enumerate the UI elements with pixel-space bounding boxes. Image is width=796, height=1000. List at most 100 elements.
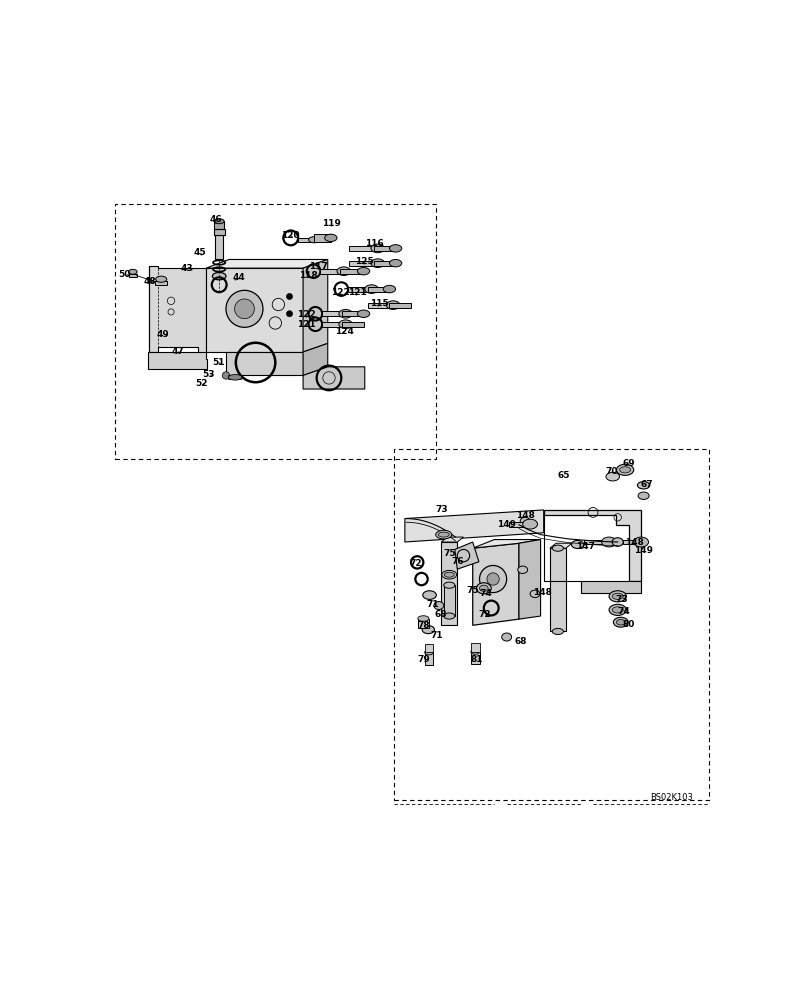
Ellipse shape: [612, 538, 623, 546]
Ellipse shape: [214, 219, 224, 224]
Polygon shape: [519, 540, 540, 619]
Text: 118: 118: [298, 271, 318, 280]
Text: 49: 49: [157, 330, 170, 339]
Polygon shape: [424, 644, 433, 652]
Ellipse shape: [434, 602, 443, 610]
Text: 116: 116: [365, 239, 384, 248]
Ellipse shape: [552, 628, 564, 635]
Text: 72: 72: [478, 610, 491, 619]
Text: 74: 74: [618, 607, 630, 616]
Text: 68: 68: [515, 637, 527, 646]
Ellipse shape: [443, 582, 455, 588]
Ellipse shape: [616, 464, 634, 475]
Ellipse shape: [309, 237, 320, 243]
Polygon shape: [303, 259, 328, 352]
Ellipse shape: [337, 267, 350, 276]
Polygon shape: [473, 540, 540, 548]
Polygon shape: [509, 522, 525, 527]
Polygon shape: [405, 510, 544, 542]
Ellipse shape: [523, 519, 537, 529]
Ellipse shape: [213, 272, 226, 280]
Ellipse shape: [552, 545, 564, 551]
Text: 148: 148: [517, 511, 536, 520]
Ellipse shape: [365, 285, 378, 293]
Ellipse shape: [371, 259, 384, 267]
Polygon shape: [455, 542, 479, 569]
Ellipse shape: [438, 532, 449, 537]
Polygon shape: [349, 246, 374, 251]
Text: 76: 76: [452, 557, 464, 566]
Polygon shape: [418, 619, 429, 628]
Ellipse shape: [609, 604, 626, 615]
Ellipse shape: [383, 285, 396, 293]
Polygon shape: [581, 581, 641, 593]
Ellipse shape: [619, 467, 630, 473]
Text: 47: 47: [172, 347, 185, 356]
Text: 122: 122: [297, 310, 316, 319]
Ellipse shape: [435, 530, 452, 539]
Circle shape: [226, 290, 263, 327]
Ellipse shape: [517, 566, 528, 573]
Polygon shape: [320, 269, 340, 274]
Circle shape: [287, 311, 293, 317]
Ellipse shape: [442, 570, 457, 579]
Text: 74: 74: [479, 589, 492, 598]
Polygon shape: [622, 540, 641, 544]
Text: 148: 148: [533, 588, 552, 597]
Ellipse shape: [357, 310, 369, 317]
Bar: [115, 204, 435, 459]
Ellipse shape: [128, 269, 137, 274]
Polygon shape: [441, 542, 457, 625]
Text: 73: 73: [615, 595, 628, 604]
Text: 45: 45: [194, 248, 206, 257]
Ellipse shape: [443, 613, 455, 619]
Ellipse shape: [521, 517, 530, 525]
Text: BS02K103: BS02K103: [650, 793, 693, 802]
Polygon shape: [314, 234, 331, 242]
Text: 51: 51: [212, 358, 224, 367]
Ellipse shape: [471, 649, 479, 654]
Text: 81: 81: [470, 655, 482, 664]
Text: 147: 147: [576, 542, 595, 551]
Text: 148: 148: [625, 538, 644, 547]
Ellipse shape: [339, 309, 353, 318]
Polygon shape: [374, 261, 396, 266]
Polygon shape: [150, 266, 206, 356]
Polygon shape: [583, 540, 605, 544]
Polygon shape: [374, 246, 396, 251]
Ellipse shape: [339, 320, 353, 329]
Text: 79: 79: [418, 655, 431, 664]
Text: 52: 52: [195, 379, 208, 388]
Polygon shape: [550, 548, 566, 631]
Text: 122: 122: [331, 288, 349, 297]
Polygon shape: [214, 221, 224, 229]
Ellipse shape: [612, 607, 623, 613]
Polygon shape: [213, 229, 224, 235]
Polygon shape: [206, 259, 328, 268]
Ellipse shape: [422, 626, 435, 634]
Text: 46: 46: [209, 215, 222, 224]
Ellipse shape: [612, 593, 623, 599]
Text: 65: 65: [558, 471, 571, 480]
Ellipse shape: [371, 244, 384, 253]
Polygon shape: [303, 343, 328, 375]
Polygon shape: [368, 303, 389, 308]
Ellipse shape: [606, 472, 619, 481]
Polygon shape: [544, 510, 641, 581]
Text: 121: 121: [297, 320, 316, 329]
Polygon shape: [349, 261, 374, 266]
Ellipse shape: [477, 583, 491, 594]
Ellipse shape: [479, 585, 488, 591]
Ellipse shape: [423, 591, 436, 599]
Text: 71: 71: [427, 600, 439, 609]
Polygon shape: [473, 543, 519, 625]
Polygon shape: [303, 367, 365, 389]
Text: 71: 71: [431, 631, 443, 640]
Ellipse shape: [357, 267, 369, 275]
Text: 119: 119: [322, 219, 341, 228]
Polygon shape: [129, 274, 137, 277]
Polygon shape: [147, 352, 208, 369]
Polygon shape: [471, 643, 479, 652]
Polygon shape: [322, 311, 342, 316]
Ellipse shape: [609, 591, 626, 602]
